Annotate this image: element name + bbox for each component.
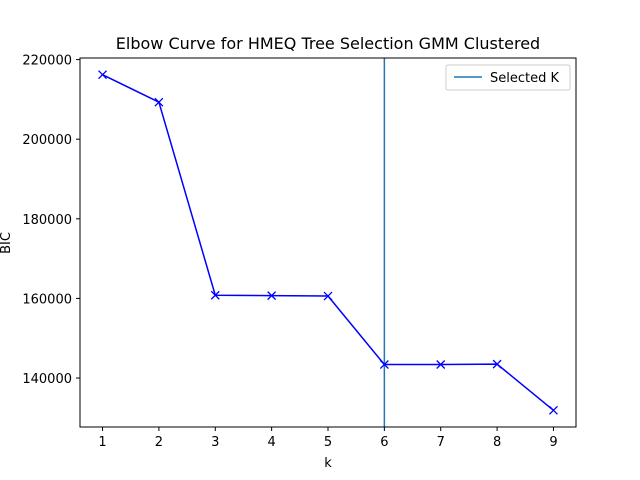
data-point-marker	[379, 360, 389, 369]
chart-title: Elbow Curve for HMEQ Tree Selection GMM …	[116, 34, 540, 53]
y-tick-label: 180000	[22, 213, 72, 228]
data-point-marker	[154, 97, 164, 107]
data-point-marker	[436, 360, 446, 369]
data-point-marker	[492, 359, 502, 369]
x-tick-label: 9	[549, 435, 557, 450]
x-tick-label: 7	[437, 435, 445, 450]
y-tick-label: 140000	[22, 372, 72, 387]
y-tick-label: 160000	[22, 292, 72, 307]
data-point-marker	[98, 70, 108, 80]
y-tick-label: 200000	[22, 133, 72, 148]
plot-frame	[79, 57, 577, 428]
x-tick-label: 6	[380, 435, 388, 450]
x-axis-label: k	[324, 456, 332, 471]
x-tick-label: 3	[211, 435, 219, 450]
data-point-marker	[210, 290, 220, 300]
bic-series-line	[102, 74, 554, 411]
x-tick-label: 4	[267, 435, 275, 450]
x-tick-label: 2	[155, 435, 163, 450]
y-tick-label: 220000	[22, 54, 72, 69]
y-axis-label: BIC	[0, 232, 14, 254]
x-tick-label: 1	[98, 435, 106, 450]
legend-box	[445, 64, 571, 91]
data-point-marker	[548, 405, 558, 415]
legend: Selected K	[445, 64, 571, 91]
legend-label-selected-k: Selected K	[490, 71, 559, 86]
data-point-marker	[267, 291, 277, 301]
x-tick-label: 5	[324, 435, 332, 450]
x-tick-label: 8	[493, 435, 501, 450]
data-point-marker	[323, 291, 333, 301]
